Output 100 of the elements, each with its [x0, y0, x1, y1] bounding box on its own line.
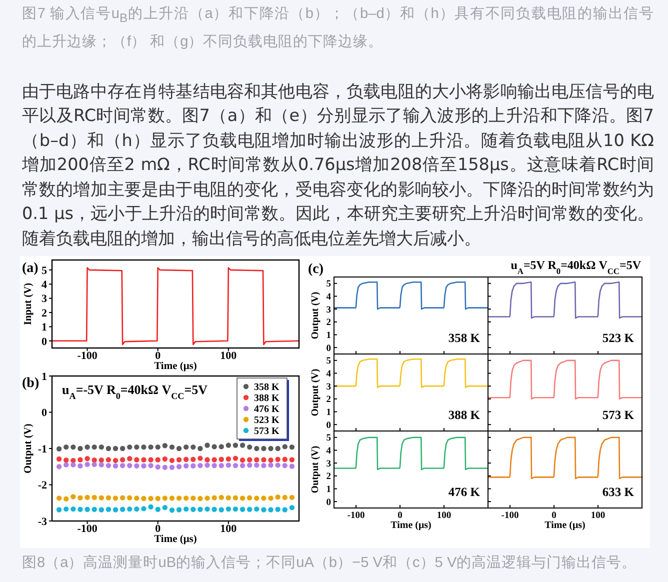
point	[98, 507, 104, 512]
point	[134, 444, 140, 450]
point	[198, 496, 203, 502]
point	[275, 506, 280, 512]
point	[98, 495, 104, 500]
caption: 图7 输入信号u$_{B}$的上升沿（a）和下降沿（b）；（b–d）和（h）具有不同负载电阻的输出信号的上升边缘；（f） 和（g）不同负载电阻的下降边缘。	[22, 5, 654, 52]
point	[169, 464, 175, 470]
point	[162, 464, 168, 470]
series-label: 523 K	[602, 331, 634, 345]
point	[190, 463, 196, 468]
y-tick-label: 2	[326, 318, 332, 328]
point	[169, 458, 175, 464]
point	[212, 495, 217, 500]
line-series	[51, 267, 300, 346]
y-tick-label: -1	[38, 443, 47, 456]
point	[176, 464, 182, 470]
point	[127, 462, 132, 468]
point	[106, 457, 112, 462]
series-label: 573 K	[602, 408, 634, 422]
line-series	[333, 436, 489, 470]
point	[92, 458, 97, 463]
point	[183, 506, 189, 512]
point	[261, 457, 266, 462]
point	[70, 506, 76, 512]
point	[204, 457, 210, 462]
point	[240, 496, 246, 501]
point	[254, 506, 260, 512]
y-axis-title: Output (V)	[310, 368, 321, 416]
point	[204, 496, 210, 501]
point	[275, 462, 280, 468]
point	[112, 446, 118, 452]
point	[64, 444, 69, 450]
point	[64, 496, 69, 502]
point	[176, 496, 182, 501]
x-tick-label: 0	[155, 523, 162, 535]
point	[232, 506, 238, 512]
chart-title: (a)	[22, 261, 39, 276]
point	[268, 446, 274, 452]
y-tick-label: 0	[42, 336, 48, 348]
point	[190, 456, 196, 462]
point	[169, 496, 175, 501]
point	[183, 456, 189, 462]
point	[183, 444, 189, 450]
x-tick-label: 100	[436, 511, 452, 521]
point	[204, 462, 210, 468]
annotation: u$_{A}$=-5V R$_{0}$=40kΩ V$_{CC}$=5V	[62, 382, 208, 401]
caption: 图8（a）高温测量时uB的输入信号；不同uA（b）−5 V和（c）5 V的高温逻辑与门输出信号。	[22, 554, 638, 573]
point	[218, 462, 224, 468]
point	[226, 456, 232, 462]
y-tick-label: 5	[326, 434, 332, 444]
x-axis-title: Time (μs)	[154, 361, 198, 372]
y-tick-label: 2	[42, 307, 48, 320]
series-label: 476 K	[448, 485, 480, 499]
point	[232, 442, 238, 448]
point	[212, 462, 217, 468]
point	[141, 444, 146, 450]
point	[176, 446, 182, 452]
point	[56, 507, 62, 512]
point	[162, 496, 168, 501]
point	[282, 444, 288, 450]
point	[92, 462, 97, 468]
point	[127, 444, 132, 450]
point	[261, 446, 266, 452]
point	[169, 508, 175, 513]
point	[198, 462, 203, 468]
point	[268, 458, 274, 463]
y-axis-title: Output (V)	[310, 292, 321, 340]
point	[134, 506, 140, 512]
point	[268, 462, 274, 468]
point	[134, 463, 140, 468]
point	[120, 495, 126, 500]
point	[282, 494, 288, 500]
point	[84, 444, 90, 450]
point	[247, 444, 252, 450]
point	[282, 456, 288, 462]
x-tick-label: -100	[77, 523, 98, 535]
point	[106, 495, 112, 500]
x-tick-label: 0	[552, 511, 557, 521]
point	[155, 444, 160, 450]
legend-label: 523 K	[254, 414, 280, 426]
point	[141, 457, 146, 462]
point	[84, 506, 90, 512]
point	[289, 457, 295, 462]
point	[98, 444, 104, 450]
x-axis-title: Time (μs)	[390, 520, 432, 531]
legend-label: 358 K	[254, 382, 280, 393]
point	[106, 506, 112, 512]
point	[70, 462, 76, 468]
legend-label: 476 K	[254, 404, 280, 415]
point	[183, 463, 189, 468]
point	[84, 494, 90, 500]
point	[98, 462, 104, 468]
point	[162, 443, 168, 448]
point	[162, 456, 168, 462]
y-axis-title: Output (V)	[23, 423, 34, 474]
y-axis-title: Input (V)	[23, 282, 34, 326]
y-tick-label: 0	[42, 407, 48, 420]
point	[148, 496, 154, 502]
point	[254, 496, 260, 501]
point	[275, 456, 280, 462]
